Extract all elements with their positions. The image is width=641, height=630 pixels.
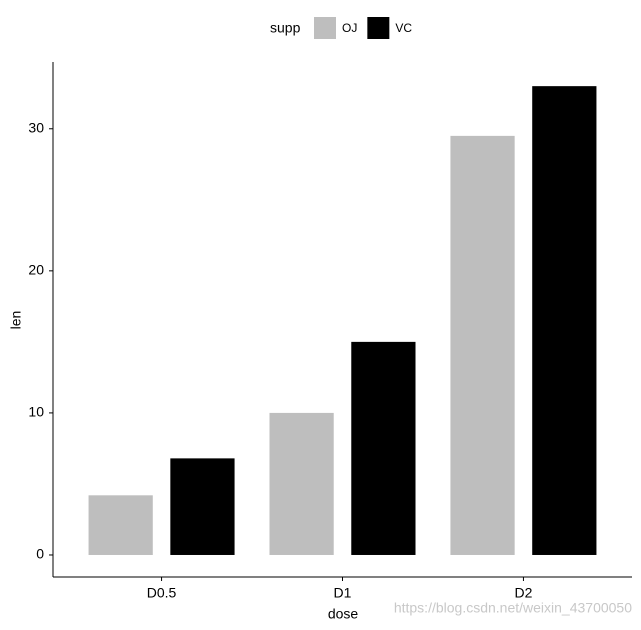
watermark: https://blog.csdn.net/weixin_43700050: [394, 600, 632, 616]
x-tick-label: D2: [514, 585, 532, 601]
bar: [532, 86, 597, 555]
legend-swatch: [314, 17, 336, 39]
legend-title: supp: [270, 20, 301, 36]
y-axis-title: len: [8, 311, 24, 330]
y-tick-label: 30: [28, 119, 44, 135]
bar: [88, 495, 153, 555]
bar: [450, 135, 515, 555]
x-tick-label: D1: [334, 585, 352, 601]
y-tick-label: 20: [28, 262, 44, 278]
x-axis-title: dose: [328, 606, 359, 622]
y-tick-label: 0: [36, 546, 44, 562]
legend-label: OJ: [342, 21, 357, 35]
x-tick-label: D0.5: [147, 585, 177, 601]
legend-label: VC: [395, 21, 412, 35]
y-tick-label: 10: [28, 404, 44, 420]
bar: [269, 412, 334, 555]
bar: [170, 458, 235, 555]
bar: [351, 341, 416, 555]
legend-swatch: [367, 17, 390, 39]
